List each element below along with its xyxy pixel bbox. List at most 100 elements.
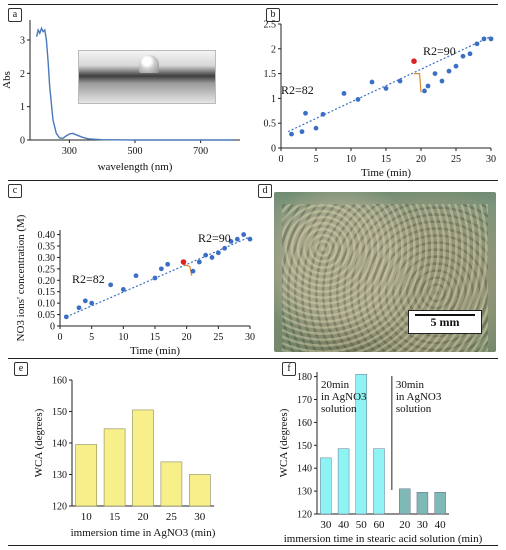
y-tick-label: 0: [20, 136, 25, 147]
data-point: [215, 250, 221, 256]
r-squared-annotation: R2=82: [72, 272, 105, 286]
separator-top: [8, 4, 498, 5]
data-point: [313, 125, 319, 131]
y-tick-label: 150: [297, 441, 312, 452]
data-point: [234, 236, 240, 242]
x-axis-label: Time (min): [361, 167, 411, 179]
x-tick-label: 700: [193, 146, 208, 157]
x-axis-label: wavelength (nm): [98, 161, 173, 173]
y-tick-label: 2: [271, 44, 276, 55]
data-point: [474, 41, 480, 47]
x-axis-label: Time (min): [130, 345, 180, 357]
data-point: [481, 36, 487, 42]
data-point: [158, 266, 164, 272]
x-tick-label: 300: [62, 146, 77, 157]
bar: [103, 428, 126, 507]
y-tick-label: 120: [297, 510, 312, 521]
data-point: [82, 298, 88, 304]
x-tick-label: 25: [166, 511, 178, 523]
x-tick-label: 25: [451, 154, 461, 165]
bar: [160, 461, 183, 507]
bar: [373, 448, 385, 515]
data-point: [341, 91, 347, 96]
label-line: 20min: [321, 379, 350, 391]
y-tick-label: 0.30: [38, 253, 56, 264]
y-tick-label: 0.35: [38, 242, 56, 253]
y-tick-label: 1.5: [264, 69, 277, 80]
data-point: [425, 83, 431, 89]
scale-bar-line: [415, 314, 475, 316]
data-point: [289, 131, 294, 137]
y-tick-label: 0.25: [38, 264, 56, 275]
x-tick-label: 30: [486, 154, 496, 165]
bar: [399, 488, 411, 515]
data-point: [247, 236, 253, 242]
y-tick-label: 0.20: [38, 276, 56, 287]
data-point: [303, 110, 308, 116]
data-point: [228, 239, 234, 244]
x-tick-label: 50: [356, 519, 368, 531]
data-point: [320, 111, 326, 117]
r-squared-annotation: R2=90: [198, 231, 231, 245]
y-tick-label: 2: [20, 69, 25, 80]
separator-2: [8, 358, 498, 359]
data-point: [190, 268, 196, 274]
x-tick-label: 30: [194, 511, 206, 523]
x-tick-label: 30: [417, 519, 429, 531]
scale-bar: 5 mm: [408, 310, 482, 334]
r-squared-annotation: R2=82: [281, 83, 314, 97]
scale-bar-label: 5 mm: [430, 315, 460, 329]
y-tick-label: 160: [52, 376, 67, 387]
y-tick-label: 0.5: [264, 119, 277, 130]
label-line: solution: [321, 403, 357, 415]
data-point: [63, 314, 69, 320]
y-axis-label: NO3 ions' concentration (M): [15, 214, 27, 341]
chart-f-wca-bars: 120 130 140 150 160 170 180 immersion time in s…: [278, 372, 483, 545]
data-point: [120, 287, 126, 292]
y-axis-label: WCA (degrees): [33, 408, 45, 477]
data-point: [241, 232, 247, 237]
x-tick-label: 500: [128, 146, 143, 157]
y-tick-label: 0.05: [38, 310, 56, 321]
label-line: solution: [396, 403, 432, 415]
data-point: [467, 51, 473, 57]
x-tick-label: 30: [320, 519, 332, 531]
y-tick-label: 2.5: [264, 20, 277, 31]
spectrum-line: [35, 26, 234, 141]
bar: [132, 409, 154, 507]
data-point: [446, 68, 452, 74]
x-tick-label: 5: [314, 154, 319, 165]
data-point: [165, 261, 171, 267]
data-point: [397, 78, 403, 84]
y-tick-label: 0.40: [38, 230, 56, 241]
panel-a-tag: a: [8, 8, 22, 22]
y-tick-label: 0: [50, 322, 55, 333]
separator-bottom: [8, 545, 498, 546]
x-tick-label: 20: [399, 519, 411, 531]
data-point: [196, 259, 202, 265]
x-tick-label: 0: [279, 154, 284, 165]
x-tick-label: 60: [374, 519, 386, 531]
x-tick-label: 5: [89, 332, 94, 343]
chart-a-uv-spectrum: 0 1 2 3 300 500 700 wavelength (nm) Abs: [1, 20, 240, 173]
separator-1: [8, 180, 498, 181]
y-tick-label: 130: [297, 487, 312, 498]
data-point: [460, 53, 466, 59]
x-tick-label: 40: [435, 519, 447, 531]
y-axis-label: Abs: [1, 71, 13, 89]
data-point: [299, 129, 305, 135]
r-squared-annotation: R2=90: [423, 44, 456, 58]
data-point: [76, 305, 82, 311]
x-tick-label: 15: [109, 511, 121, 523]
data-point: [89, 300, 95, 306]
x-axis-label: immersion time in stearic acid solution …: [284, 533, 483, 545]
trend-line: [66, 236, 251, 318]
y-tick-label: 1: [271, 94, 276, 105]
data-point: [432, 71, 438, 76]
bar: [75, 444, 98, 507]
x-tick-label: 15: [381, 154, 391, 165]
panel-b-tag: b: [266, 8, 280, 22]
label-line: 30min: [396, 379, 425, 391]
data-point: [488, 36, 494, 42]
dendrite-photo: 5 mm: [274, 192, 496, 352]
